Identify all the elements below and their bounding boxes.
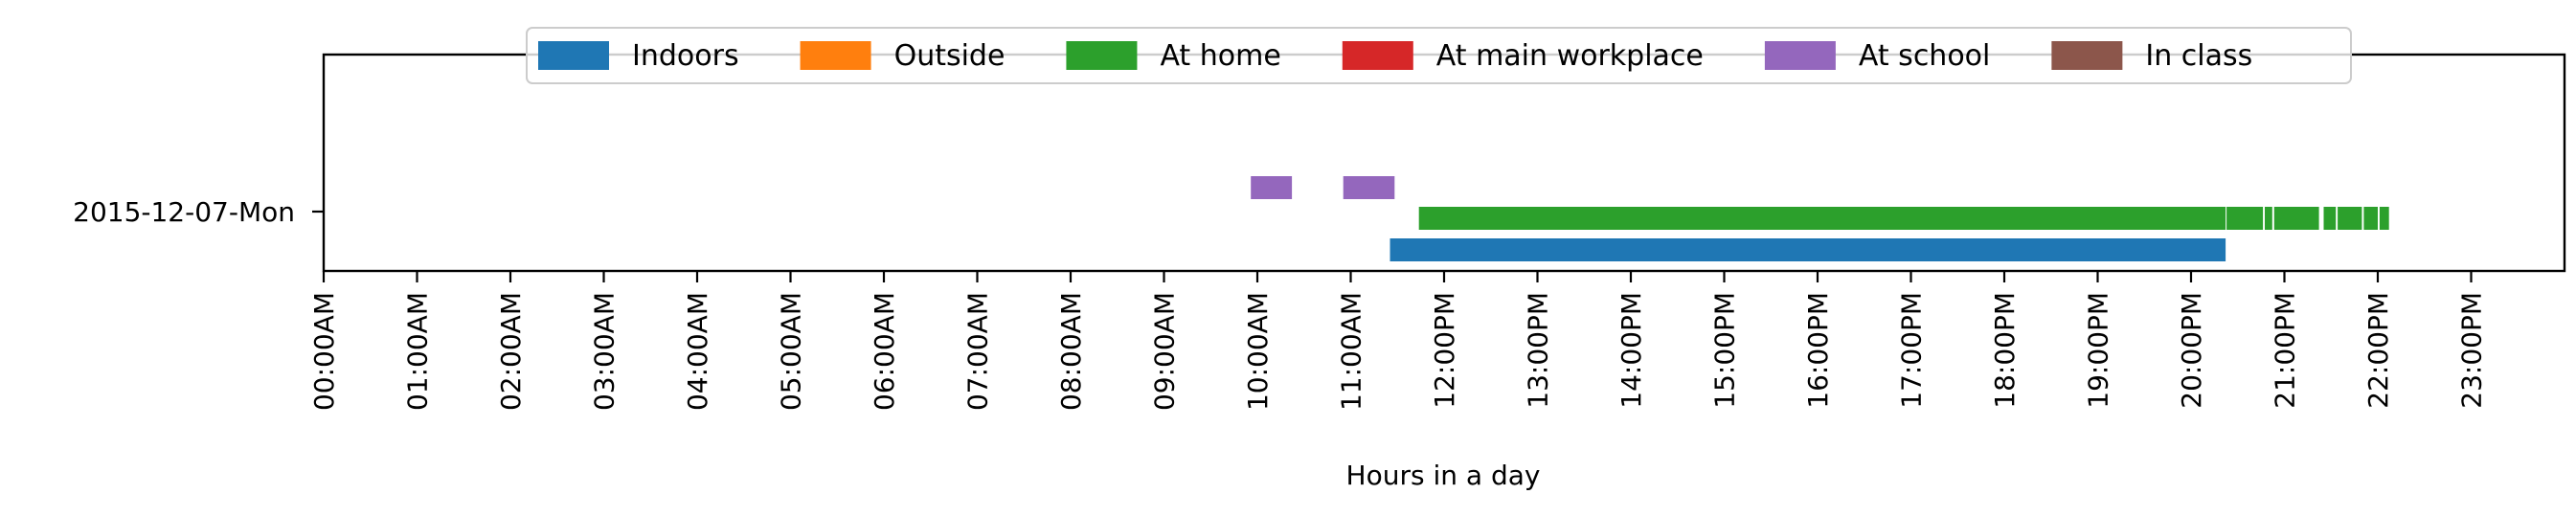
legend-label: At main workplace xyxy=(1436,39,1704,73)
bar-at-home-0 xyxy=(1418,207,2226,230)
x-tick-label: 23:00PM xyxy=(2456,292,2488,409)
x-tick-label: 08:00AM xyxy=(1055,292,1087,411)
legend-swatch xyxy=(800,41,871,70)
legend: Indoors Outside At home At main workplace At… xyxy=(526,27,2352,84)
x-tick-label: 18:00PM xyxy=(1989,292,2021,409)
y-axis: 2015-12-07-Mon xyxy=(73,196,324,228)
bar-at-home-4 xyxy=(2323,207,2337,230)
legend-item-indoors: Indoors xyxy=(538,39,739,73)
bar-indoors-0 xyxy=(1390,238,2226,261)
legend-label: At school xyxy=(1859,39,1990,73)
y-tick-label: 2015-12-07-Mon xyxy=(73,196,295,228)
legend-swatch xyxy=(1764,41,1836,70)
x-axis-label: Hours in a day xyxy=(1346,460,1541,491)
x-tick-label: 19:00PM xyxy=(2083,292,2114,409)
x-tick-label: 03:00AM xyxy=(589,292,621,411)
legend-label: In class xyxy=(2145,39,2252,73)
bar-at-home-1 xyxy=(2226,207,2264,230)
legend-label: At home xyxy=(1160,39,1280,73)
bar-at-home-7 xyxy=(2379,207,2389,230)
legend-label: Outside xyxy=(894,39,1006,73)
x-tick-label: 21:00PM xyxy=(2270,292,2301,409)
legend-item-at-main-workplace: At main workplace xyxy=(1342,39,1704,73)
bar-at-home-6 xyxy=(2363,207,2378,230)
x-tick-label: 06:00AM xyxy=(869,292,900,411)
x-tick-label: 11:00AM xyxy=(1336,292,1367,411)
legend-swatch xyxy=(538,41,609,70)
bar-at-home-5 xyxy=(2338,207,2362,230)
x-tick-label: 05:00AM xyxy=(776,292,807,411)
x-tick-label: 15:00PM xyxy=(1709,292,1741,409)
legend-item-in-class: In class xyxy=(2051,39,2252,73)
x-tick-label: 02:00AM xyxy=(495,292,527,411)
x-tick-label: 09:00AM xyxy=(1149,292,1181,411)
bar-at-school-1 xyxy=(1343,176,1395,199)
x-tick-label: 01:00AM xyxy=(402,292,434,411)
x-tick-label: 12:00PM xyxy=(1429,292,1460,409)
x-tick-label: 13:00PM xyxy=(1523,292,1554,409)
x-tick-label: 14:00PM xyxy=(1616,292,1647,409)
legend-label: Indoors xyxy=(632,39,739,73)
legend-frame xyxy=(526,27,2352,84)
x-tick-label: 00:00AM xyxy=(308,292,340,411)
legend-item-outside: Outside xyxy=(800,39,1006,73)
x-tick-label: 07:00AM xyxy=(962,292,994,411)
bar-at-home-3 xyxy=(2273,207,2319,230)
legend-swatch xyxy=(1342,41,1413,70)
legend-swatch xyxy=(1066,41,1138,70)
x-axis: 00:00AM 01:00AM 02:00AM 03:00AM 04:00AM 05:00… xyxy=(308,271,2488,411)
x-tick-label: 20:00PM xyxy=(2176,292,2207,409)
legend-item-at-school: At school xyxy=(1764,39,1990,73)
bars-layer xyxy=(1251,176,2389,261)
legend-item-at-home: At home xyxy=(1066,39,1281,73)
legend-swatch xyxy=(2051,41,2123,70)
x-tick-label: 04:00AM xyxy=(682,292,713,411)
x-tick-label: 16:00PM xyxy=(1802,292,1834,409)
bar-at-school-0 xyxy=(1251,176,1293,199)
bar-at-home-2 xyxy=(2265,207,2272,230)
x-tick-label: 17:00PM xyxy=(1896,292,1928,409)
x-tick-label: 22:00PM xyxy=(2362,292,2394,409)
x-tick-label: 10:00AM xyxy=(1242,292,1274,411)
